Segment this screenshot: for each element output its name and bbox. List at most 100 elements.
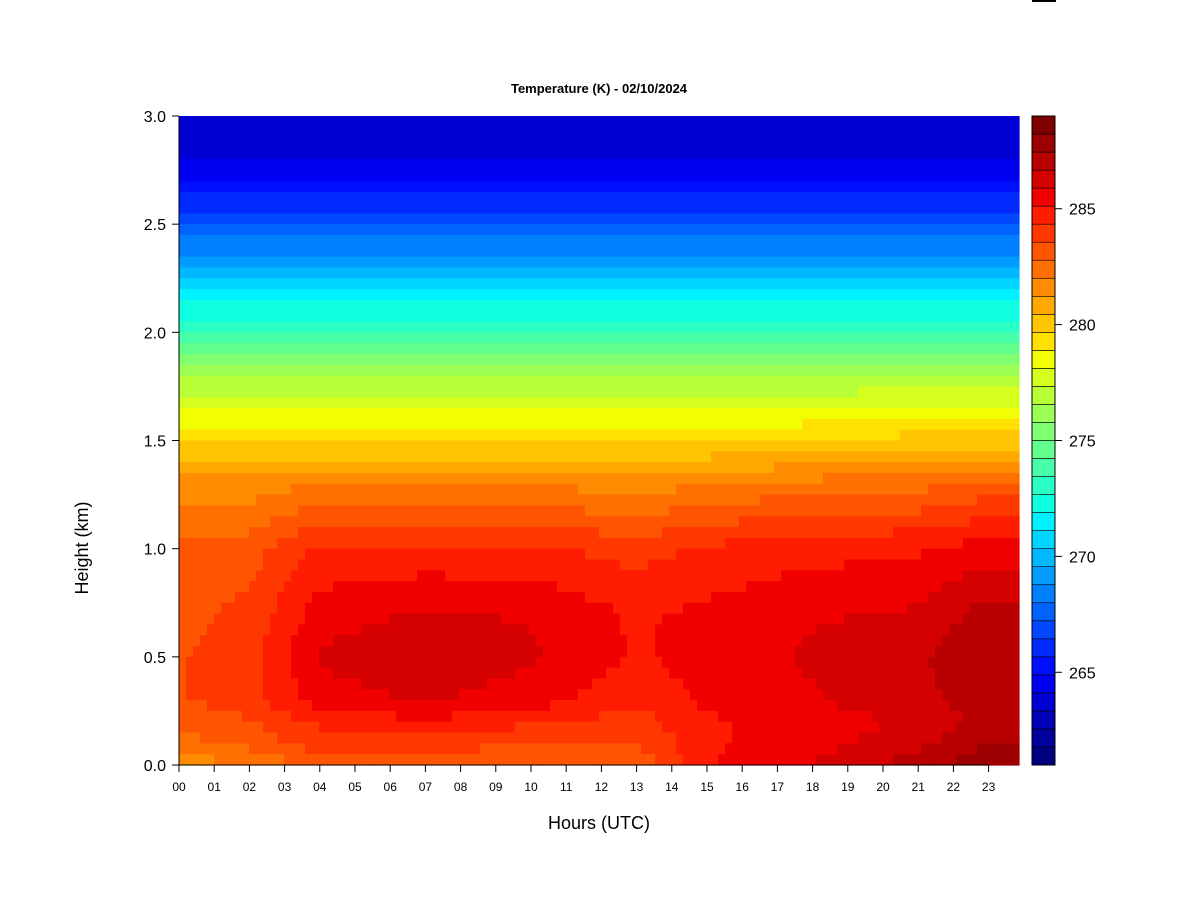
heatmap-cell	[326, 754, 334, 766]
heatmap-cell	[746, 472, 754, 485]
heatmap-cell	[578, 721, 586, 734]
heatmap-cell	[312, 472, 320, 485]
heatmap-cell	[487, 429, 495, 442]
heatmap-cell	[193, 170, 201, 182]
heatmap-cell	[333, 397, 341, 409]
heatmap-cell	[536, 256, 544, 269]
heatmap-cell	[221, 591, 229, 604]
heatmap-cell	[571, 494, 579, 506]
heatmap-cell	[508, 613, 516, 625]
heatmap-cell	[746, 267, 754, 279]
heatmap-cell	[333, 332, 341, 344]
heatmap-cell	[368, 224, 376, 236]
heatmap-cell	[634, 148, 642, 160]
heatmap-cell	[536, 137, 544, 150]
heatmap-cell	[361, 559, 369, 571]
heatmap-cell	[375, 635, 383, 647]
heatmap-cell	[438, 310, 446, 323]
heatmap-cell	[648, 364, 656, 377]
heatmap-cell	[445, 137, 453, 150]
heatmap-cell	[732, 667, 740, 680]
heatmap-cell	[389, 159, 397, 171]
heatmap-cell	[200, 245, 208, 258]
heatmap-cell	[753, 559, 761, 571]
heatmap-cell	[305, 440, 313, 452]
heatmap-cell	[564, 570, 572, 582]
heatmap-cell	[403, 440, 411, 452]
heatmap-cell	[669, 148, 677, 160]
heatmap-cell	[319, 386, 327, 398]
heatmap-cell	[732, 494, 740, 506]
heatmap-cell	[739, 559, 747, 571]
heatmap-cell	[298, 656, 306, 669]
heatmap-cell	[613, 191, 621, 204]
heatmap-cell	[291, 191, 299, 204]
heatmap-cell	[179, 505, 187, 517]
heatmap-cell	[410, 126, 418, 139]
heatmap-cell	[732, 267, 740, 279]
heatmap-cell	[361, 116, 369, 128]
heatmap-cell	[592, 310, 600, 323]
heatmap-cell	[613, 299, 621, 312]
heatmap-cell	[662, 689, 670, 701]
heatmap-cell	[501, 700, 509, 712]
heatmap-cell	[704, 386, 712, 398]
heatmap-cell	[445, 451, 453, 463]
heatmap-cell	[431, 710, 439, 723]
heatmap-cell	[410, 667, 418, 680]
heatmap-cell	[676, 267, 684, 279]
heatmap-cell	[683, 408, 691, 420]
heatmap-cell	[578, 310, 586, 323]
heatmap-cell	[249, 364, 257, 377]
heatmap-cell	[753, 721, 761, 734]
heatmap-cell	[249, 754, 257, 766]
heatmap-cell	[753, 397, 761, 409]
heatmap-cell	[669, 462, 677, 474]
heatmap-cell	[571, 256, 579, 269]
heatmap-cell	[347, 494, 355, 506]
heatmap-cell	[452, 202, 460, 214]
heatmap-cell	[242, 646, 250, 658]
heatmap-cell	[592, 397, 600, 409]
heatmap-cell	[263, 494, 271, 506]
heatmap-cell	[704, 245, 712, 258]
heatmap-cell	[466, 451, 474, 463]
heatmap-cell	[571, 364, 579, 377]
heatmap-cell	[389, 126, 397, 139]
heatmap-cell	[382, 754, 390, 766]
heatmap-cell	[480, 353, 488, 366]
heatmap-cell	[438, 418, 446, 431]
heatmap-cell	[242, 289, 250, 301]
heatmap-cell	[368, 321, 376, 333]
heatmap-cell	[662, 278, 670, 290]
heatmap-cell	[753, 289, 761, 301]
heatmap-cell	[305, 494, 313, 506]
heatmap-cell	[718, 537, 726, 550]
heatmap-cell	[459, 137, 467, 150]
heatmap-cell	[312, 429, 320, 442]
heatmap-cell	[375, 440, 383, 452]
heatmap-cell	[207, 126, 215, 139]
heatmap-cell	[683, 332, 691, 344]
heatmap-cell	[704, 472, 712, 485]
heatmap-cell	[242, 321, 250, 333]
heatmap-cell	[466, 710, 474, 723]
heatmap-cell	[529, 581, 537, 593]
heatmap-cell	[452, 418, 460, 431]
heatmap-cell	[522, 516, 530, 528]
heatmap-cell	[536, 462, 544, 474]
heatmap-cell	[424, 234, 432, 247]
heatmap-cell	[347, 527, 355, 539]
heatmap-cell	[284, 418, 292, 431]
heatmap-cell	[676, 148, 684, 160]
heatmap-cell	[256, 440, 264, 452]
heatmap-cell	[578, 429, 586, 442]
heatmap-cell	[368, 202, 376, 214]
heatmap-cell	[613, 148, 621, 160]
heatmap-cell	[263, 732, 271, 744]
heatmap-cell	[312, 137, 320, 150]
heatmap-cell	[340, 613, 348, 625]
heatmap-cell	[298, 267, 306, 279]
heatmap-cell	[711, 126, 719, 139]
heatmap-cell	[697, 646, 705, 658]
